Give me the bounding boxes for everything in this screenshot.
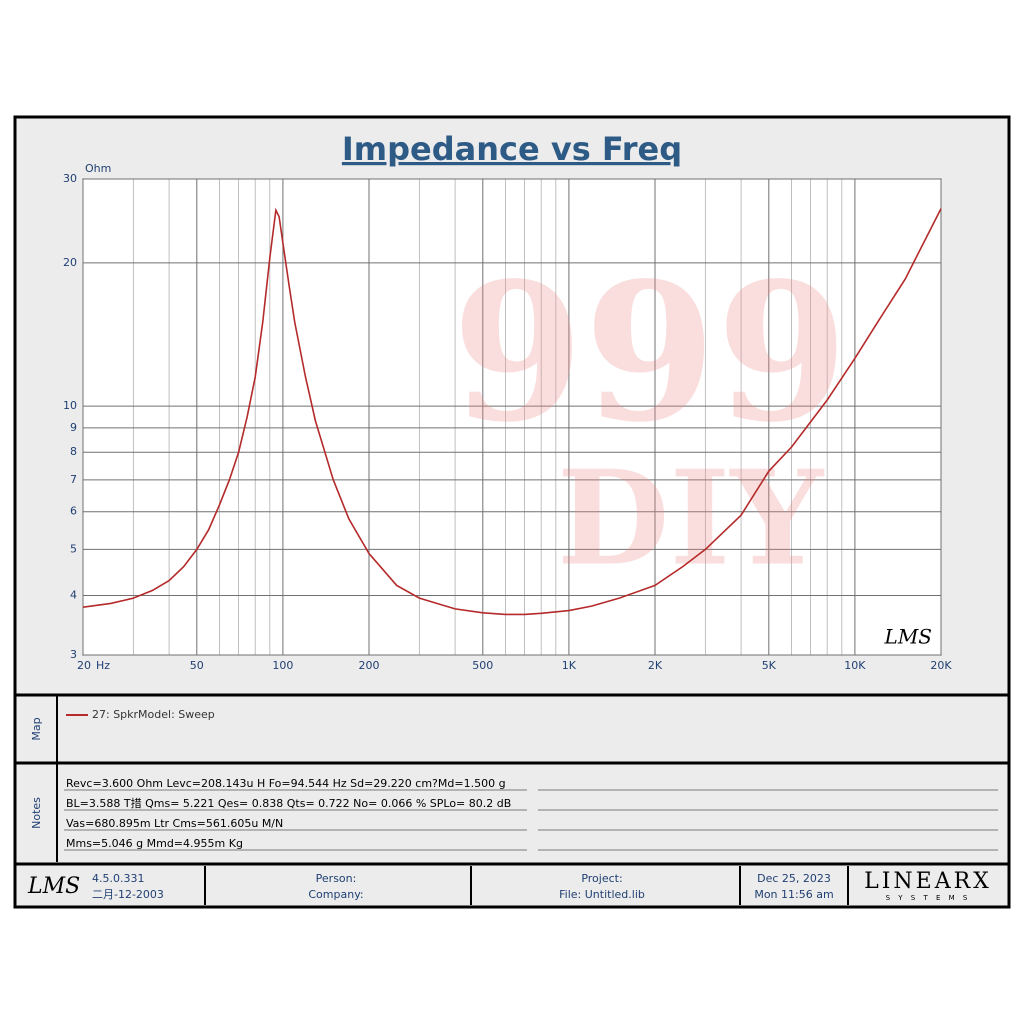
y-tick-label: 3 [70,648,77,661]
person: Person: [316,872,357,885]
x-axis-label: Hz [96,659,110,672]
project: Project: [581,872,622,885]
legend-entry: 27: SpkrModel: Sweep [92,708,215,721]
y-tick-label: 5 [70,542,77,555]
date: Dec 25, 2023 [757,872,831,885]
x-tick-label: 2K [648,659,663,672]
x-tick-label: 50 [190,659,204,672]
y-axis-label: Ohm [85,162,111,175]
x-tick-label: 5K [762,659,777,672]
x-tick-label: 200 [359,659,380,672]
note-line: Mms=5.046 g Mmd=4.955m Kg [66,837,243,850]
y-tick-label: 4 [70,589,77,602]
series-line [82,207,942,616]
y-tick-label: 9 [70,421,77,434]
note-line: BL=3.588 T措 Qms= 5.221 Qes= 0.838 Qts= 0… [66,796,511,810]
build-date: 二月-12-2003 [92,888,164,901]
note-line: Revc=3.600 Ohm Levc=208.143u H Fo=94.544… [66,777,506,790]
x-tick-label: 500 [472,659,493,672]
x-tick-label: 20K [930,659,952,672]
y-tick-label: 6 [70,505,77,518]
company: Company: [308,888,363,901]
y-tick-label: 8 [70,445,77,458]
x-tick-label: 20 [77,659,91,672]
plot-logo: LMS [884,625,932,649]
map-label: Map [30,717,43,740]
x-tick-label: 1K [562,659,577,672]
y-tick-label: 7 [70,473,77,486]
footer-logo: LMS [27,874,80,899]
time: Mon 11:56 am [754,888,833,901]
notes-label: Notes [30,797,43,829]
chart-title: Impedance vs Freq [342,130,682,168]
y-tick-label: 20 [63,256,77,269]
brand: LINEARX [864,869,992,894]
watermark: 999 [452,241,849,464]
x-tick-label: 10K [844,659,866,672]
note-line: Vas=680.895m Ltr Cms=561.605u M/N [66,817,283,830]
file: File: Untitled.lib [559,888,645,901]
brand-sub: S Y S T E M S [886,894,971,902]
y-tick-label: 10 [63,399,77,412]
version: 4.5.0.331 [92,872,144,885]
x-tick-label: 100 [272,659,293,672]
watermark: DIY [557,442,826,595]
plot-area [82,178,942,656]
y-tick-label: 30 [63,172,77,185]
